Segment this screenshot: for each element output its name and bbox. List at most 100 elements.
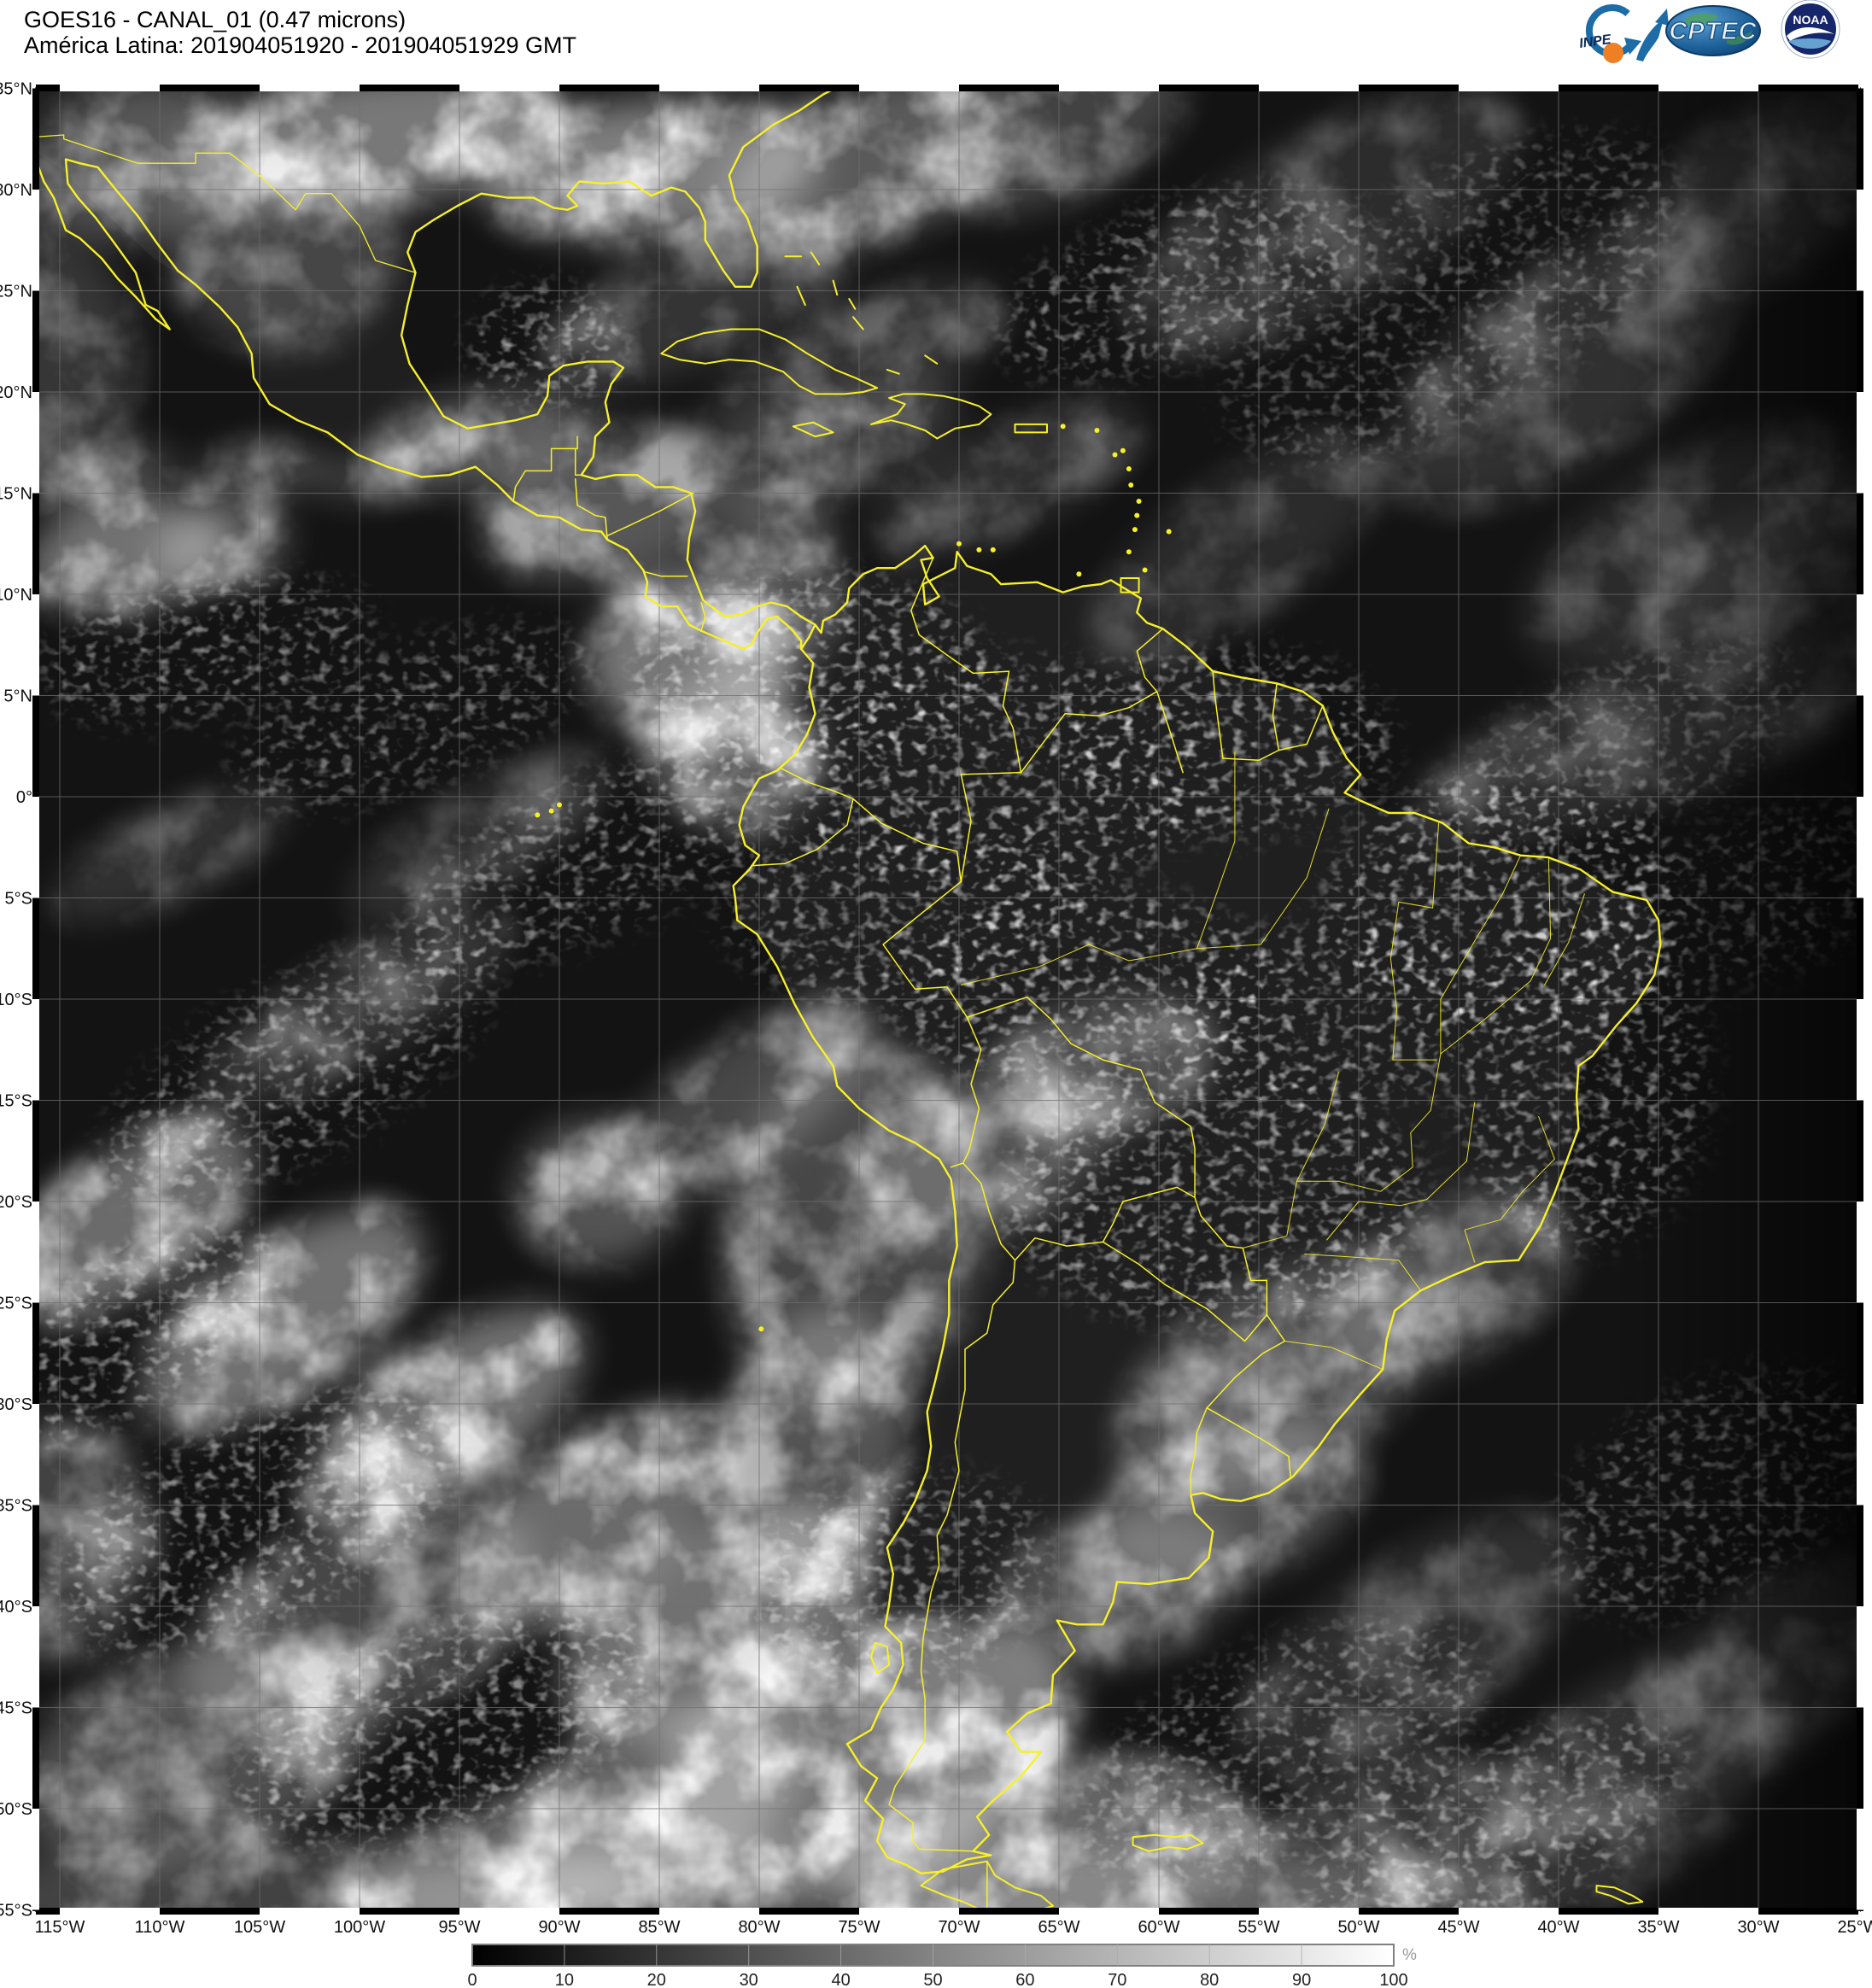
country-border — [962, 1162, 1016, 1261]
lat-tick-label: 25°N — [0, 283, 32, 301]
small-island-dot — [758, 1326, 764, 1332]
brazil-state-border — [1242, 1180, 1297, 1248]
inpe-logo: INPE — [1578, 4, 1669, 63]
inpe-orange-dot-icon — [1603, 43, 1623, 63]
lon-tick-label: 90°W — [538, 1918, 580, 1937]
country-border — [950, 1162, 964, 1168]
small-island-dot — [1120, 447, 1126, 453]
small-island-dot — [1166, 529, 1172, 535]
country-border — [512, 436, 578, 502]
brazil-state-border — [1196, 751, 1236, 950]
lat-tick-label: 20°N — [0, 383, 32, 402]
small-island-dot — [1076, 571, 1082, 577]
lat-tick-label: 20°S — [0, 1193, 32, 1212]
cptec-land-icon — [1684, 13, 1718, 26]
small-island-dot — [976, 547, 982, 553]
island-bahamas — [848, 298, 857, 310]
brazil-state-border — [1440, 855, 1521, 1055]
country-border — [1155, 691, 1184, 774]
country-border — [1206, 1406, 1292, 1480]
brazil-state-border — [1284, 1341, 1384, 1371]
border-us-mexico — [36, 134, 417, 273]
country-border — [1136, 628, 1164, 693]
colorbar: 0 10 20 30 40 50 60 70 80 90 100% — [467, 1944, 1417, 1988]
brazil-state-border — [1440, 857, 1552, 1055]
political-borders — [36, 88, 1662, 1911]
lon-tick-label: 35°W — [1637, 1918, 1679, 1937]
small-island-dot — [1128, 482, 1134, 488]
country-border — [700, 601, 706, 632]
colorbar-tick-label: 30 — [740, 1971, 758, 1988]
lon-tick-label: 70°W — [938, 1918, 980, 1937]
small-island-dot — [1112, 452, 1118, 458]
brazil-state-border — [1296, 1053, 1442, 1192]
island-south-georgia — [1595, 1885, 1644, 1905]
colorbar-tick-label: 0 — [467, 1971, 477, 1988]
lon-tick-label: 80°W — [738, 1918, 780, 1937]
island-bahamas — [852, 316, 864, 330]
lon-tick-label: 100°W — [334, 1918, 385, 1937]
island-bahamas — [810, 251, 821, 266]
lat-tick-label: 30°S — [0, 1395, 32, 1414]
inpe-logo-label: INPE — [1578, 32, 1613, 51]
country-border — [606, 492, 694, 537]
country-border — [644, 571, 688, 577]
country-border — [752, 798, 854, 867]
colorbar-tick-label: 60 — [1015, 1971, 1034, 1988]
island-trinidad — [1120, 577, 1140, 593]
small-island-dot — [1126, 466, 1132, 472]
country-border — [576, 504, 608, 541]
lon-tick-label: 115°W — [35, 1918, 85, 1937]
country-border — [1278, 705, 1324, 751]
lat-tick-label: 40°S — [0, 1598, 32, 1617]
coastline-pacific — [36, 156, 803, 651]
colorbar-tick-label: 70 — [1108, 1971, 1126, 1988]
colorbar-tick-label: 20 — [647, 1971, 666, 1988]
country-border — [1212, 670, 1224, 759]
country-border — [574, 447, 582, 476]
lon-tick-label: 40°W — [1537, 1918, 1579, 1937]
island-hispaniola — [870, 393, 992, 440]
lat-tick-label: 15°S — [0, 1092, 32, 1111]
island-jamaica — [792, 421, 834, 438]
satellite-map — [36, 88, 1860, 1911]
lat-tick-label: 45°S — [0, 1699, 32, 1718]
small-island-dot — [1132, 527, 1138, 533]
country-border — [1190, 1406, 1208, 1494]
country-border — [1102, 1186, 1196, 1243]
product-subtitle: América Latina: 201904051920 - 201904051… — [24, 32, 576, 58]
country-border — [1272, 682, 1280, 751]
colorbar-tick-label: 50 — [923, 1971, 942, 1988]
brazil-state-border — [1464, 1116, 1555, 1263]
lon-tick-label: 95°W — [438, 1918, 480, 1937]
country-border — [1014, 1237, 1104, 1261]
colorbar-unit-label: % — [1402, 1946, 1417, 1964]
colorbar-tick-label: 90 — [1292, 1971, 1311, 1988]
small-island-dot — [1134, 512, 1140, 518]
island-puerto-rico — [1014, 423, 1048, 434]
lon-tick-label: 60°W — [1138, 1918, 1179, 1937]
map-axes: 35°N 30°N 25°N 20°N 15°N 10°N 5°N 0° 5°S 10°S 15°S… — [0, 80, 1872, 1938]
small-island-dot — [1126, 549, 1132, 555]
island-falklands — [1132, 1833, 1204, 1852]
lat-tick-label: 30°N — [0, 181, 32, 200]
lon-tick-label: 85°W — [638, 1918, 680, 1937]
coastline-north-america — [400, 88, 839, 626]
lon-tick-label: 75°W — [838, 1918, 880, 1937]
lon-tick-label: 25°W — [1837, 1918, 1872, 1937]
small-island-dot — [990, 547, 996, 553]
island-cuba — [660, 328, 879, 395]
lon-tick-label: 30°W — [1737, 1918, 1779, 1937]
lon-tick-label: 65°W — [1038, 1918, 1079, 1937]
brazil-state-border — [1196, 808, 1330, 950]
satellite-imagery — [36, 88, 1860, 1911]
lon-tick-label: 55°W — [1237, 1918, 1279, 1937]
small-island-dot — [557, 802, 562, 808]
cptec-land2-icon — [1727, 30, 1752, 45]
country-border — [966, 996, 1196, 1199]
island-bahamas — [886, 368, 900, 375]
noaa-ring-icon — [1781, 0, 1840, 59]
inpe-arrow-tip-icon — [1655, 9, 1669, 26]
country-border — [888, 1259, 1016, 1856]
island-tierra-del-fuego — [920, 1860, 1054, 1911]
